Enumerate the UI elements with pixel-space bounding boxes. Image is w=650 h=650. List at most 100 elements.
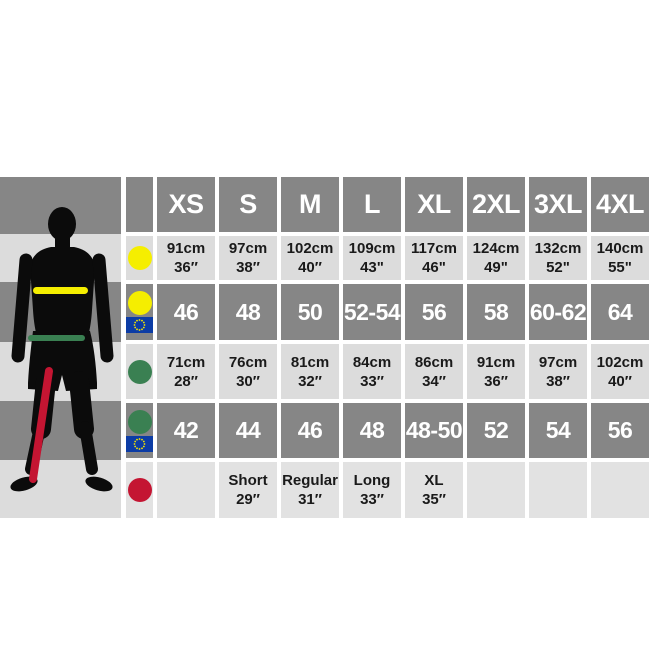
table-cell: 76cm 30″ xyxy=(219,344,277,399)
left-arm-shape xyxy=(11,253,33,363)
torso-shape xyxy=(30,247,95,346)
table-cell: 46 xyxy=(157,284,215,340)
inside-leg-line-marker xyxy=(29,367,53,483)
inside-leg-marker-cell xyxy=(126,462,153,518)
table-cell: 58 xyxy=(467,284,525,340)
table-cell: Long 33″ xyxy=(343,462,401,518)
eu-flag-icon xyxy=(126,317,153,333)
size-column-header: XL xyxy=(405,177,463,232)
table-cell: 64 xyxy=(591,284,649,340)
cell-line2: 38″ xyxy=(546,372,570,390)
yellow-circle-icon xyxy=(127,291,152,315)
right-thigh-shape xyxy=(69,371,94,439)
cell-line2: 46" xyxy=(422,259,446,276)
size-column-header: L xyxy=(343,177,401,232)
table-cell: 102cm 40″ xyxy=(281,236,339,280)
neck-shape xyxy=(55,235,70,250)
marker-icon-stack xyxy=(126,291,153,333)
table-cell: 50 xyxy=(281,284,339,340)
size-column-header: S xyxy=(219,177,277,232)
size-column-header: M xyxy=(281,177,339,232)
table-cell: 97cm 38″ xyxy=(219,236,277,280)
table-cell: 46 xyxy=(281,403,339,458)
table-cell: 42 xyxy=(157,403,215,458)
cell-line1: Short xyxy=(228,472,268,489)
cell-line2: 29″ xyxy=(236,491,260,508)
cell-line2: 38″ xyxy=(236,259,260,276)
right-foot-shape xyxy=(85,476,113,492)
table-cell: 44 xyxy=(219,403,277,458)
marker-icon-stack xyxy=(126,409,153,452)
table-cell: 132cm 52" xyxy=(529,236,587,280)
table-cell: XL 35″ xyxy=(405,462,463,518)
cell-line1: 84cm xyxy=(352,353,392,371)
cell-line2: 52" xyxy=(546,259,570,276)
cell-line2: 36″ xyxy=(174,259,198,276)
body-silhouette xyxy=(10,207,114,492)
cell-line1: 97cm xyxy=(228,240,268,257)
table-cell: 52 xyxy=(467,403,525,458)
cell-line1: 140cm xyxy=(596,240,644,257)
cell-line2: 40″ xyxy=(608,372,632,390)
table-cell: 97cm 38″ xyxy=(529,344,587,399)
cell-line2: 49" xyxy=(484,259,508,276)
cell-line1: 109cm xyxy=(348,240,396,257)
waist-line-marker xyxy=(28,335,85,341)
cell-line1: XL xyxy=(424,472,444,489)
chest-eu-marker-cell xyxy=(126,284,153,340)
table-cell xyxy=(157,462,215,518)
cell-line1: 81cm xyxy=(290,353,330,371)
cell-line2: 33″ xyxy=(360,372,384,390)
cell-line2: 30″ xyxy=(236,372,260,390)
table-cell: Regular 31″ xyxy=(281,462,339,518)
table-cell: 124cm 49" xyxy=(467,236,525,280)
waist-eu-marker-cell xyxy=(126,403,153,458)
size-chart-body: XS S M L XL 2XL 3XL 4XL 91cm 36″ 97cm 38″ … xyxy=(0,177,649,518)
table-cell: 56 xyxy=(591,403,649,458)
silhouette-shapes xyxy=(10,207,114,492)
table-cell: 86cm 34″ xyxy=(405,344,463,399)
right-calf-shape xyxy=(79,421,98,475)
table-cell: 81cm 32″ xyxy=(281,344,339,399)
table-cell xyxy=(591,462,649,518)
cell-line1: 124cm xyxy=(472,240,520,257)
size-column-header: 2XL xyxy=(467,177,525,232)
table-cell: Short 29″ xyxy=(219,462,277,518)
cell-line1: 91cm xyxy=(166,240,206,257)
table-cell: 109cm 43" xyxy=(343,236,401,280)
cell-line1: 86cm xyxy=(414,353,454,371)
chest-line-marker xyxy=(33,287,88,294)
red-circle-icon xyxy=(127,478,152,502)
table-cell: 48 xyxy=(219,284,277,340)
cell-line1: Regular xyxy=(282,472,338,489)
table-cell: 102cm 40″ xyxy=(591,344,649,399)
cell-line1: 91cm xyxy=(476,353,516,371)
cell-line2: 43" xyxy=(360,259,384,276)
cell-line2: 33″ xyxy=(360,491,384,508)
table-cell: 56 xyxy=(405,284,463,340)
table-cell xyxy=(467,462,525,518)
waist-marker-cell xyxy=(126,344,153,399)
size-column-header: XS xyxy=(157,177,215,232)
cell-line2: 55" xyxy=(608,259,632,276)
cell-line1: 102cm xyxy=(596,353,644,371)
cell-line1: 71cm xyxy=(166,353,206,371)
size-column-header: 4XL xyxy=(591,177,649,232)
cell-line2: 32″ xyxy=(298,372,322,390)
cell-line2: 34″ xyxy=(422,372,446,390)
figure-bg-stripe xyxy=(0,401,121,460)
cell-line2: 40″ xyxy=(298,259,322,276)
cell-line2: 36″ xyxy=(484,372,508,390)
cell-line1: 117cm xyxy=(411,240,457,257)
cell-line2: 35″ xyxy=(422,491,446,508)
size-table: XS S M L XL 2XL 3XL 4XL 91cm 36″ 97cm 38″ … xyxy=(126,177,649,518)
cell-line2: 28″ xyxy=(174,372,198,390)
table-corner-cell xyxy=(126,177,153,232)
cell-line1: 76cm xyxy=(228,353,268,371)
green-circle-icon xyxy=(127,359,152,384)
cell-line2: 31″ xyxy=(298,491,322,508)
size-column-header: 3XL xyxy=(529,177,587,232)
table-cell: 54 xyxy=(529,403,587,458)
table-cell: 48-50 xyxy=(405,403,463,458)
